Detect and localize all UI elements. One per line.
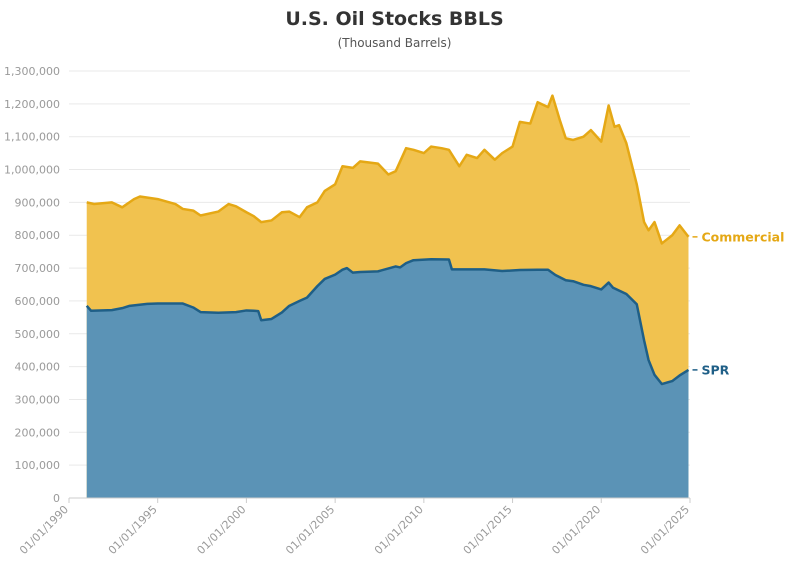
x-tick-label: 01/01/1990 bbox=[17, 503, 71, 557]
x-tick-label: 01/01/2000 bbox=[194, 503, 248, 557]
y-tick-label: 1,000,000 bbox=[4, 164, 60, 177]
y-tick-label: 400,000 bbox=[15, 361, 61, 374]
y-tick-label: 300,000 bbox=[15, 393, 61, 406]
y-tick-label: 900,000 bbox=[15, 196, 61, 209]
y-tick-label: 700,000 bbox=[15, 262, 61, 275]
y-tick-label: 0 bbox=[53, 492, 60, 505]
series-labels: Commercial SPR bbox=[692, 229, 784, 377]
y-tick-label: 100,000 bbox=[15, 459, 61, 472]
y-tick-label: 1,100,000 bbox=[4, 131, 60, 144]
y-tick-label: 500,000 bbox=[15, 328, 61, 341]
x-tick-label: 01/01/2010 bbox=[372, 503, 426, 557]
y-tick-label: 600,000 bbox=[15, 295, 61, 308]
spr-area bbox=[86, 259, 689, 498]
x-tick-label: 01/01/2025 bbox=[638, 503, 692, 557]
spr-series-label: SPR bbox=[701, 362, 729, 377]
area-series bbox=[85, 94, 690, 498]
chart-subtitle: (Thousand Barrels) bbox=[337, 36, 452, 50]
x-tick-label: 01/01/2015 bbox=[461, 503, 515, 557]
y-tick-label: 1,200,000 bbox=[4, 98, 60, 111]
y-tick-label: 200,000 bbox=[15, 426, 61, 439]
x-tick-label: 01/01/2020 bbox=[549, 503, 603, 557]
chart-title: U.S. Oil Stocks BBLS bbox=[285, 8, 504, 30]
spr-line bbox=[85, 257, 690, 386]
commercial-line bbox=[86, 94, 690, 245]
y-tick-label: 800,000 bbox=[15, 229, 61, 242]
y-tick-label: 1,300,000 bbox=[4, 65, 60, 78]
commercial-series-label: Commercial bbox=[701, 229, 784, 244]
x-tick-label: 01/01/1995 bbox=[106, 503, 160, 557]
x-tick-label: 01/01/2005 bbox=[283, 503, 337, 557]
